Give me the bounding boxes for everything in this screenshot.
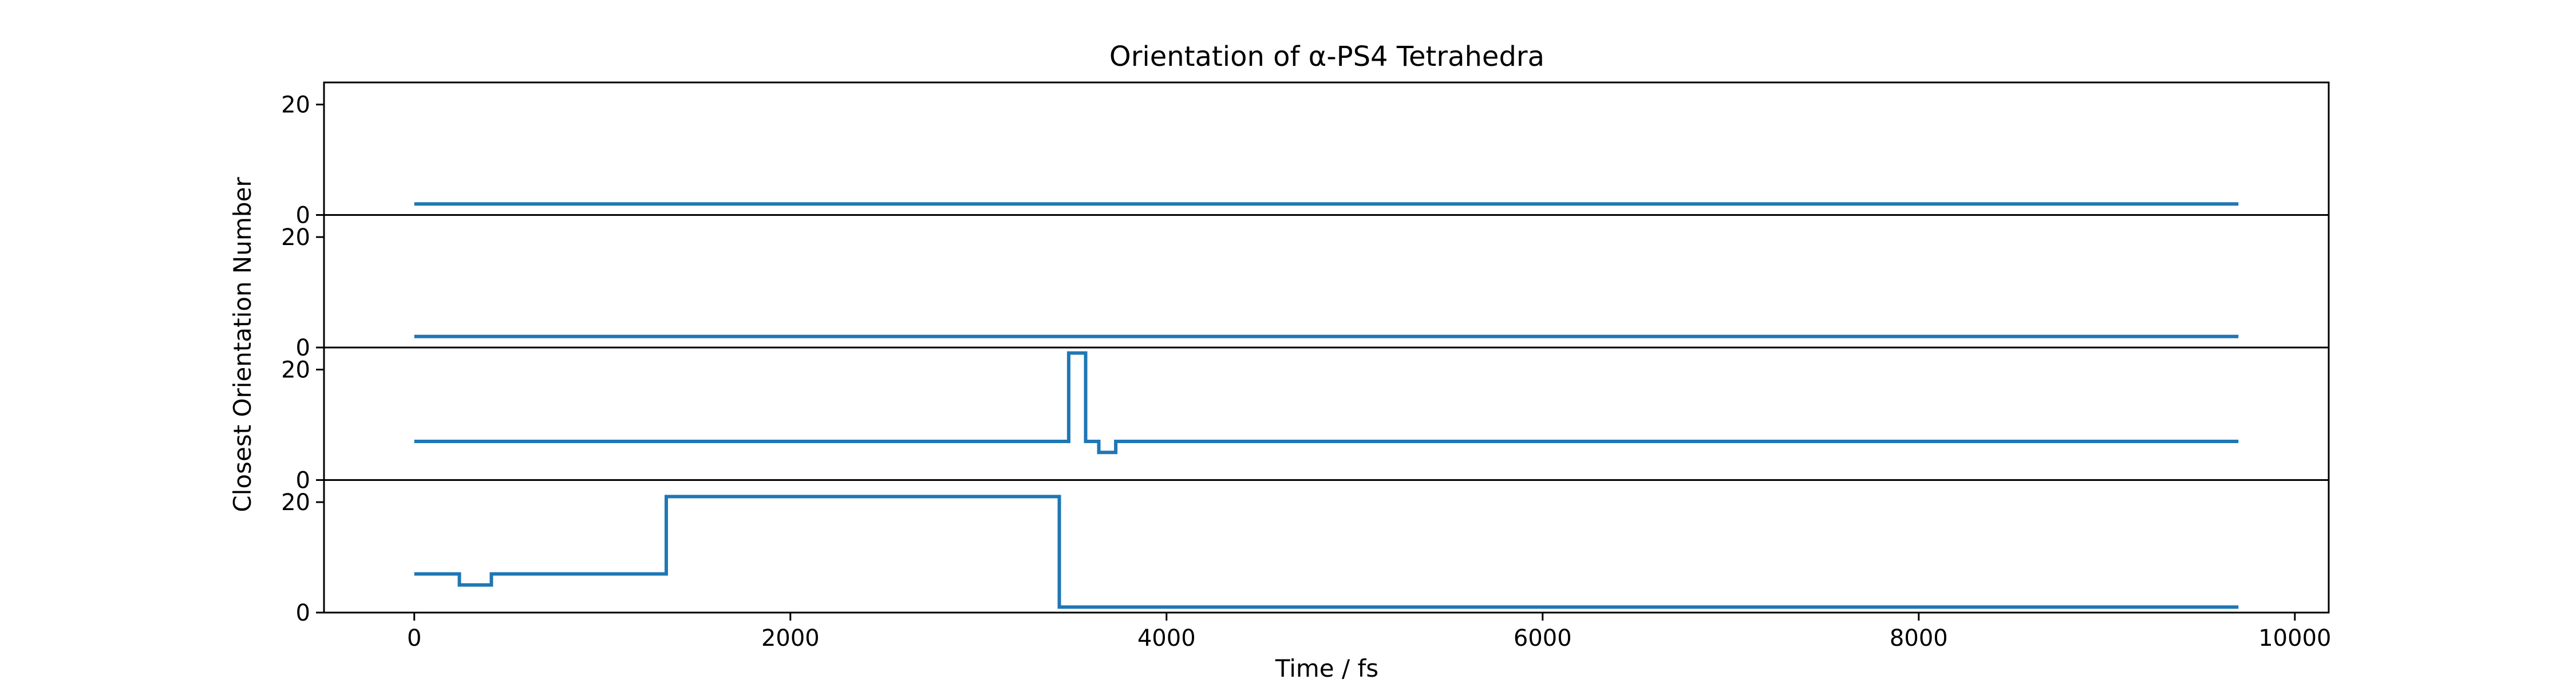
x-tick-label: 2000 <box>761 625 820 652</box>
y-tick-label: 20 <box>281 489 310 516</box>
subplot-2: 0 20 <box>281 214 2330 361</box>
x-tick-label: 4000 <box>1137 625 1196 652</box>
x-tick-label: 8000 <box>1890 625 1948 652</box>
y-axis-label: Closest Orientation Number <box>228 177 256 512</box>
subplot-frame <box>323 81 2330 216</box>
subplot-3: 0 20 <box>281 346 2330 494</box>
x-axis: 0 2000 4000 6000 8000 10000 <box>407 613 2331 652</box>
y-tick-label: 0 <box>296 600 310 626</box>
subplot-frame <box>323 479 2330 614</box>
series-line-4 <box>414 495 2239 609</box>
y-tick-label: 0 <box>296 335 310 361</box>
chart-title: Orientation of α-PS4 Tetrahedra <box>1109 41 1544 73</box>
subplot-frame <box>323 346 2330 481</box>
x-tick-label: 0 <box>407 625 421 652</box>
y-tick-label: 0 <box>296 203 310 229</box>
y-tick-label: 20 <box>281 224 310 251</box>
subplot-frame <box>323 214 2330 349</box>
subplot-1: 0 20 <box>281 81 2330 229</box>
series-line-3 <box>414 351 2239 455</box>
y-tick-label: 20 <box>281 357 310 384</box>
x-axis-label: Time / fs <box>1275 654 1378 682</box>
subplot-4: 0 20 <box>281 479 2330 626</box>
y-tick-label: 0 <box>296 468 310 494</box>
x-tick-label: 10000 <box>2258 625 2331 652</box>
x-tick-label: 6000 <box>1514 625 1572 652</box>
y-tick-label: 20 <box>281 92 310 119</box>
